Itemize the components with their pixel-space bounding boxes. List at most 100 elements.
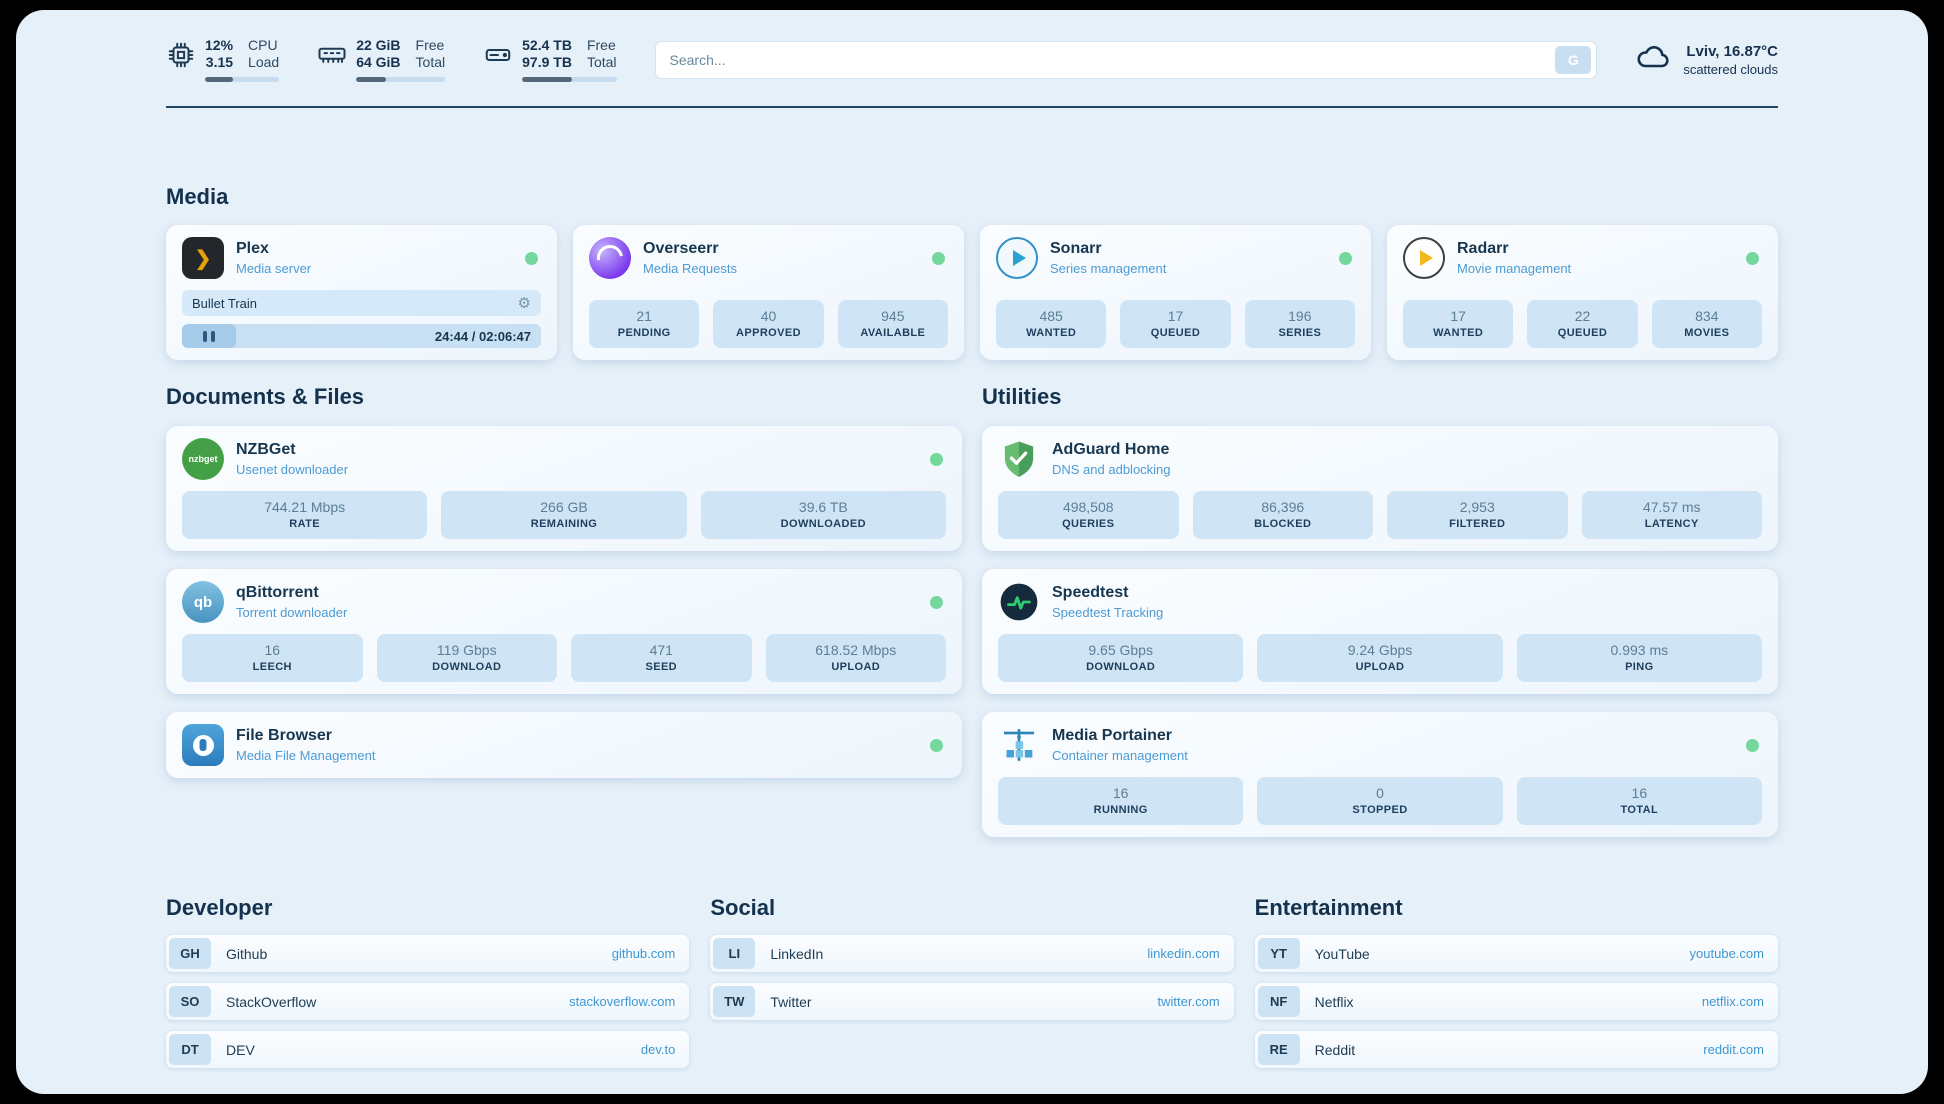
- ram-label-1: Free: [415, 37, 445, 53]
- playback-time: 24:44 / 02:06:47: [434, 328, 531, 344]
- media-card-grid: ❯ Plex Media server Bullet Train ⚙ 24:44…: [166, 225, 1778, 360]
- bookmark-abbr: NF: [1257, 986, 1300, 1017]
- stat-tile: 39.6 TB DOWNLOADED: [700, 491, 946, 539]
- disk-monitor: 52.4 TB 97.9 TB Free Total: [483, 37, 617, 82]
- bookmark-domain: reddit.com: [1703, 1042, 1764, 1057]
- disk-label-2: Total: [586, 54, 617, 70]
- status-dot: [930, 596, 943, 609]
- status-dot: [1339, 252, 1352, 265]
- bookmark-domain: dev.to: [640, 1042, 676, 1057]
- entertainment-section-title: Entertainment: [1254, 895, 1403, 920]
- cpu-label-1: CPU: [248, 37, 278, 53]
- developer-section-title: Developer: [166, 895, 273, 920]
- nzbget-icon: nzbget: [182, 438, 224, 480]
- plex-icon: ❯: [182, 237, 224, 279]
- app-name: Media Portainer: [1052, 727, 1173, 744]
- media-section-title: Media: [166, 184, 229, 209]
- bookmark-domain: twitter.com: [1157, 994, 1220, 1009]
- adguard-card: AdGuard Home DNS and adblocking 498,508 Q…: [982, 426, 1778, 551]
- qbittorrent-card: qb qBittorrent Torrent downloader 16 LEEC…: [166, 569, 962, 694]
- bookmark-name: Github: [226, 945, 268, 962]
- disk-free-value: 52.4 TB: [522, 37, 572, 53]
- weather-location: Lviv, 16.87°C: [1686, 42, 1778, 60]
- gear-icon[interactable]: ⚙: [517, 295, 531, 312]
- search-engine-button[interactable]: G: [1555, 45, 1592, 74]
- filebrowser-card: File Browser Media File Management: [166, 712, 962, 778]
- stat-tile: 744.21 Mbps RATE: [182, 491, 428, 539]
- stat-tile: 16 RUNNING: [998, 777, 1244, 825]
- bookmark-abbr: RE: [1257, 1034, 1300, 1065]
- bookmark-domain: youtube.com: [1689, 946, 1764, 961]
- stat-tile: 266 GB REMAINING: [441, 491, 687, 539]
- portainer-app-link[interactable]: Media Portainer Container management: [998, 724, 1762, 766]
- adguard-icon: [998, 438, 1040, 480]
- disk-label-1: Free: [586, 37, 616, 53]
- stat-tile: 86,396 BLOCKED: [1192, 491, 1373, 539]
- speedtest-app-link[interactable]: Speedtest Speedtest Tracking: [998, 581, 1762, 623]
- stat-tile: 16 LEECH: [182, 634, 363, 682]
- bookmark-netflix[interactable]: NF Netflix netflix.com: [1254, 983, 1778, 1020]
- stat-tile: 21 PENDING: [589, 300, 700, 348]
- stat-tile: 2,953 FILTERED: [1387, 491, 1568, 539]
- bookmark-abbr: GH: [169, 938, 211, 969]
- utilities-section-title: Utilities: [982, 384, 1062, 409]
- stat-tile: 196 SERIES: [1244, 300, 1355, 348]
- stat-tile: 9.24 Gbps UPLOAD: [1257, 634, 1503, 682]
- bookmark-dev[interactable]: DT DEV dev.to: [166, 1031, 690, 1068]
- bookmark-domain: github.com: [611, 946, 676, 961]
- plex-card: ❯ Plex Media server Bullet Train ⚙ 24:44…: [166, 225, 557, 360]
- developer-bookmarks: Developer GH Github github.com SO StackO…: [166, 895, 690, 1079]
- status-dot: [932, 252, 945, 265]
- qbittorrent-app-link[interactable]: qb qBittorrent Torrent downloader: [182, 581, 946, 623]
- sonarr-app-link[interactable]: Sonarr Series management: [996, 237, 1355, 279]
- bookmark-reddit[interactable]: RE Reddit reddit.com: [1254, 1031, 1778, 1068]
- bookmark-github[interactable]: GH Github github.com: [166, 935, 690, 972]
- portainer-icon: [998, 724, 1040, 766]
- portainer-card: Media Portainer Container management 16 R…: [982, 712, 1778, 837]
- sonarr-card: Sonarr Series management 485 WANTED 17 QUE…: [980, 225, 1371, 360]
- app-subtitle: Torrent downloader: [236, 605, 348, 620]
- qbittorrent-icon: qb: [182, 581, 224, 623]
- app-subtitle: Usenet downloader: [236, 462, 349, 477]
- stat-tile: 945 AVAILABLE: [837, 300, 948, 348]
- app-name: AdGuard Home: [1052, 441, 1170, 458]
- weather-widget: Lviv, 16.87°C scattered clouds: [1635, 39, 1778, 80]
- portainer-stats: 16 RUNNING 0 STOPPED 16 TOTAL: [998, 766, 1762, 825]
- plex-seek-bar[interactable]: 24:44 / 02:06:47: [182, 324, 541, 348]
- stat-tile: 618.52 Mbps UPLOAD: [765, 634, 946, 682]
- nzbget-stats: 744.21 Mbps RATE 266 GB REMAINING 39.6 TB D…: [182, 480, 946, 539]
- app-subtitle: Series management: [1050, 261, 1167, 276]
- adguard-app-link[interactable]: AdGuard Home DNS and adblocking: [998, 438, 1762, 480]
- nzbget-app-link[interactable]: nzbget NZBGet Usenet downloader: [182, 438, 946, 480]
- bookmark-name: Reddit: [1314, 1041, 1356, 1058]
- weather-condition: scattered clouds: [1683, 61, 1778, 77]
- social-section-title: Social: [710, 895, 776, 920]
- overseerr-stats: 21 PENDING 40 APPROVED 945 AVAILABLE: [589, 289, 948, 348]
- app-name: Sonarr: [1050, 240, 1102, 257]
- status-dot: [1746, 739, 1759, 752]
- app-name: Radarr: [1457, 240, 1509, 257]
- app-name: qBittorrent: [236, 584, 319, 601]
- stat-tile: 40 APPROVED: [713, 300, 824, 348]
- bookmark-name: LinkedIn: [770, 945, 824, 962]
- bookmark-stackoverflow[interactable]: SO StackOverflow stackoverflow.com: [166, 983, 690, 1020]
- bookmark-youtube[interactable]: YT YouTube youtube.com: [1254, 935, 1778, 972]
- radarr-stats: 17 WANTED 22 QUEUED 834 MOVIES: [1403, 289, 1762, 348]
- ram-monitor: 22 GiB 64 GiB Free Total: [317, 37, 446, 82]
- filebrowser-app-link[interactable]: File Browser Media File Management: [182, 724, 946, 766]
- stat-tile: 471 SEED: [571, 634, 752, 682]
- radarr-app-link[interactable]: Radarr Movie management: [1403, 237, 1762, 279]
- bookmark-linkedin[interactable]: LI LinkedIn linkedin.com: [710, 935, 1234, 972]
- radarr-icon: [1403, 237, 1445, 279]
- search-input[interactable]: [669, 51, 1556, 68]
- top-bar: 12% 3.15 CPU Load: [166, 10, 1778, 82]
- stat-tile: 17 WANTED: [1403, 300, 1514, 348]
- search-bar: G: [654, 40, 1598, 79]
- stat-tile: 9.65 Gbps DOWNLOAD: [998, 634, 1244, 682]
- bookmark-twitter[interactable]: TW Twitter twitter.com: [710, 983, 1234, 1020]
- plex-app-link[interactable]: ❯ Plex Media server: [182, 237, 541, 279]
- overseerr-app-link[interactable]: Overseerr Media Requests: [589, 237, 948, 279]
- pause-button[interactable]: [182, 324, 236, 348]
- bookmark-abbr: DT: [169, 1034, 211, 1065]
- entertainment-bookmarks: Entertainment YT YouTube youtube.com NF …: [1254, 895, 1778, 1079]
